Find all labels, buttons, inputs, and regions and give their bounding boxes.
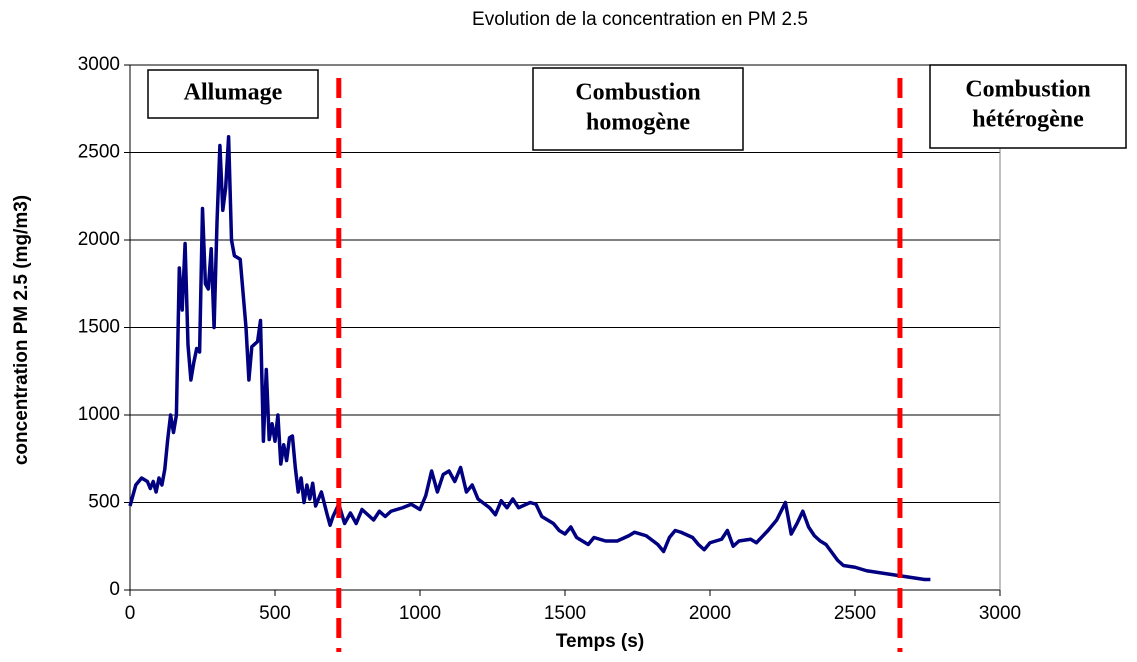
- x-tick-label: 2000: [689, 603, 731, 624]
- chart-title: Evolution de la concentration en PM 2.5: [472, 9, 808, 30]
- annotation-text: Combustion: [575, 80, 700, 106]
- annotation-text: Allumage: [184, 80, 283, 106]
- x-axis-label: Temps (s): [556, 631, 644, 652]
- y-tick-label: 2000: [78, 229, 120, 250]
- annotation-box: [929, 64, 1127, 149]
- x-tick-label: 1500: [544, 603, 586, 624]
- annotation-text: homogène: [586, 110, 690, 136]
- y-axis-label: concentration PM 2.5 (mg/m3): [11, 195, 32, 465]
- y-tick-label: 2500: [78, 142, 120, 163]
- data-line: [128, 135, 931, 582]
- annotations: Allumage Combustion homogène Combustion hété…: [147, 64, 1127, 151]
- y-tick-label: 500: [88, 492, 120, 513]
- annotation-box: [147, 69, 319, 119]
- x-tick-label: 1000: [399, 603, 441, 624]
- y-tick-label: 1500: [78, 317, 120, 338]
- y-tick-label: 1000: [78, 404, 120, 425]
- annotation-text: hétérogène: [972, 107, 1084, 133]
- x-tick-label: 500: [259, 603, 291, 624]
- y-tick-label: 0: [109, 579, 120, 600]
- x-tick-label: 3000: [979, 603, 1021, 624]
- annotation-text: Combustion: [965, 77, 1090, 103]
- y-tick-label: 3000: [78, 54, 120, 75]
- x-tick-label: 2500: [834, 603, 876, 624]
- x-tick-label: 0: [125, 603, 136, 624]
- annotation-box: [532, 67, 744, 151]
